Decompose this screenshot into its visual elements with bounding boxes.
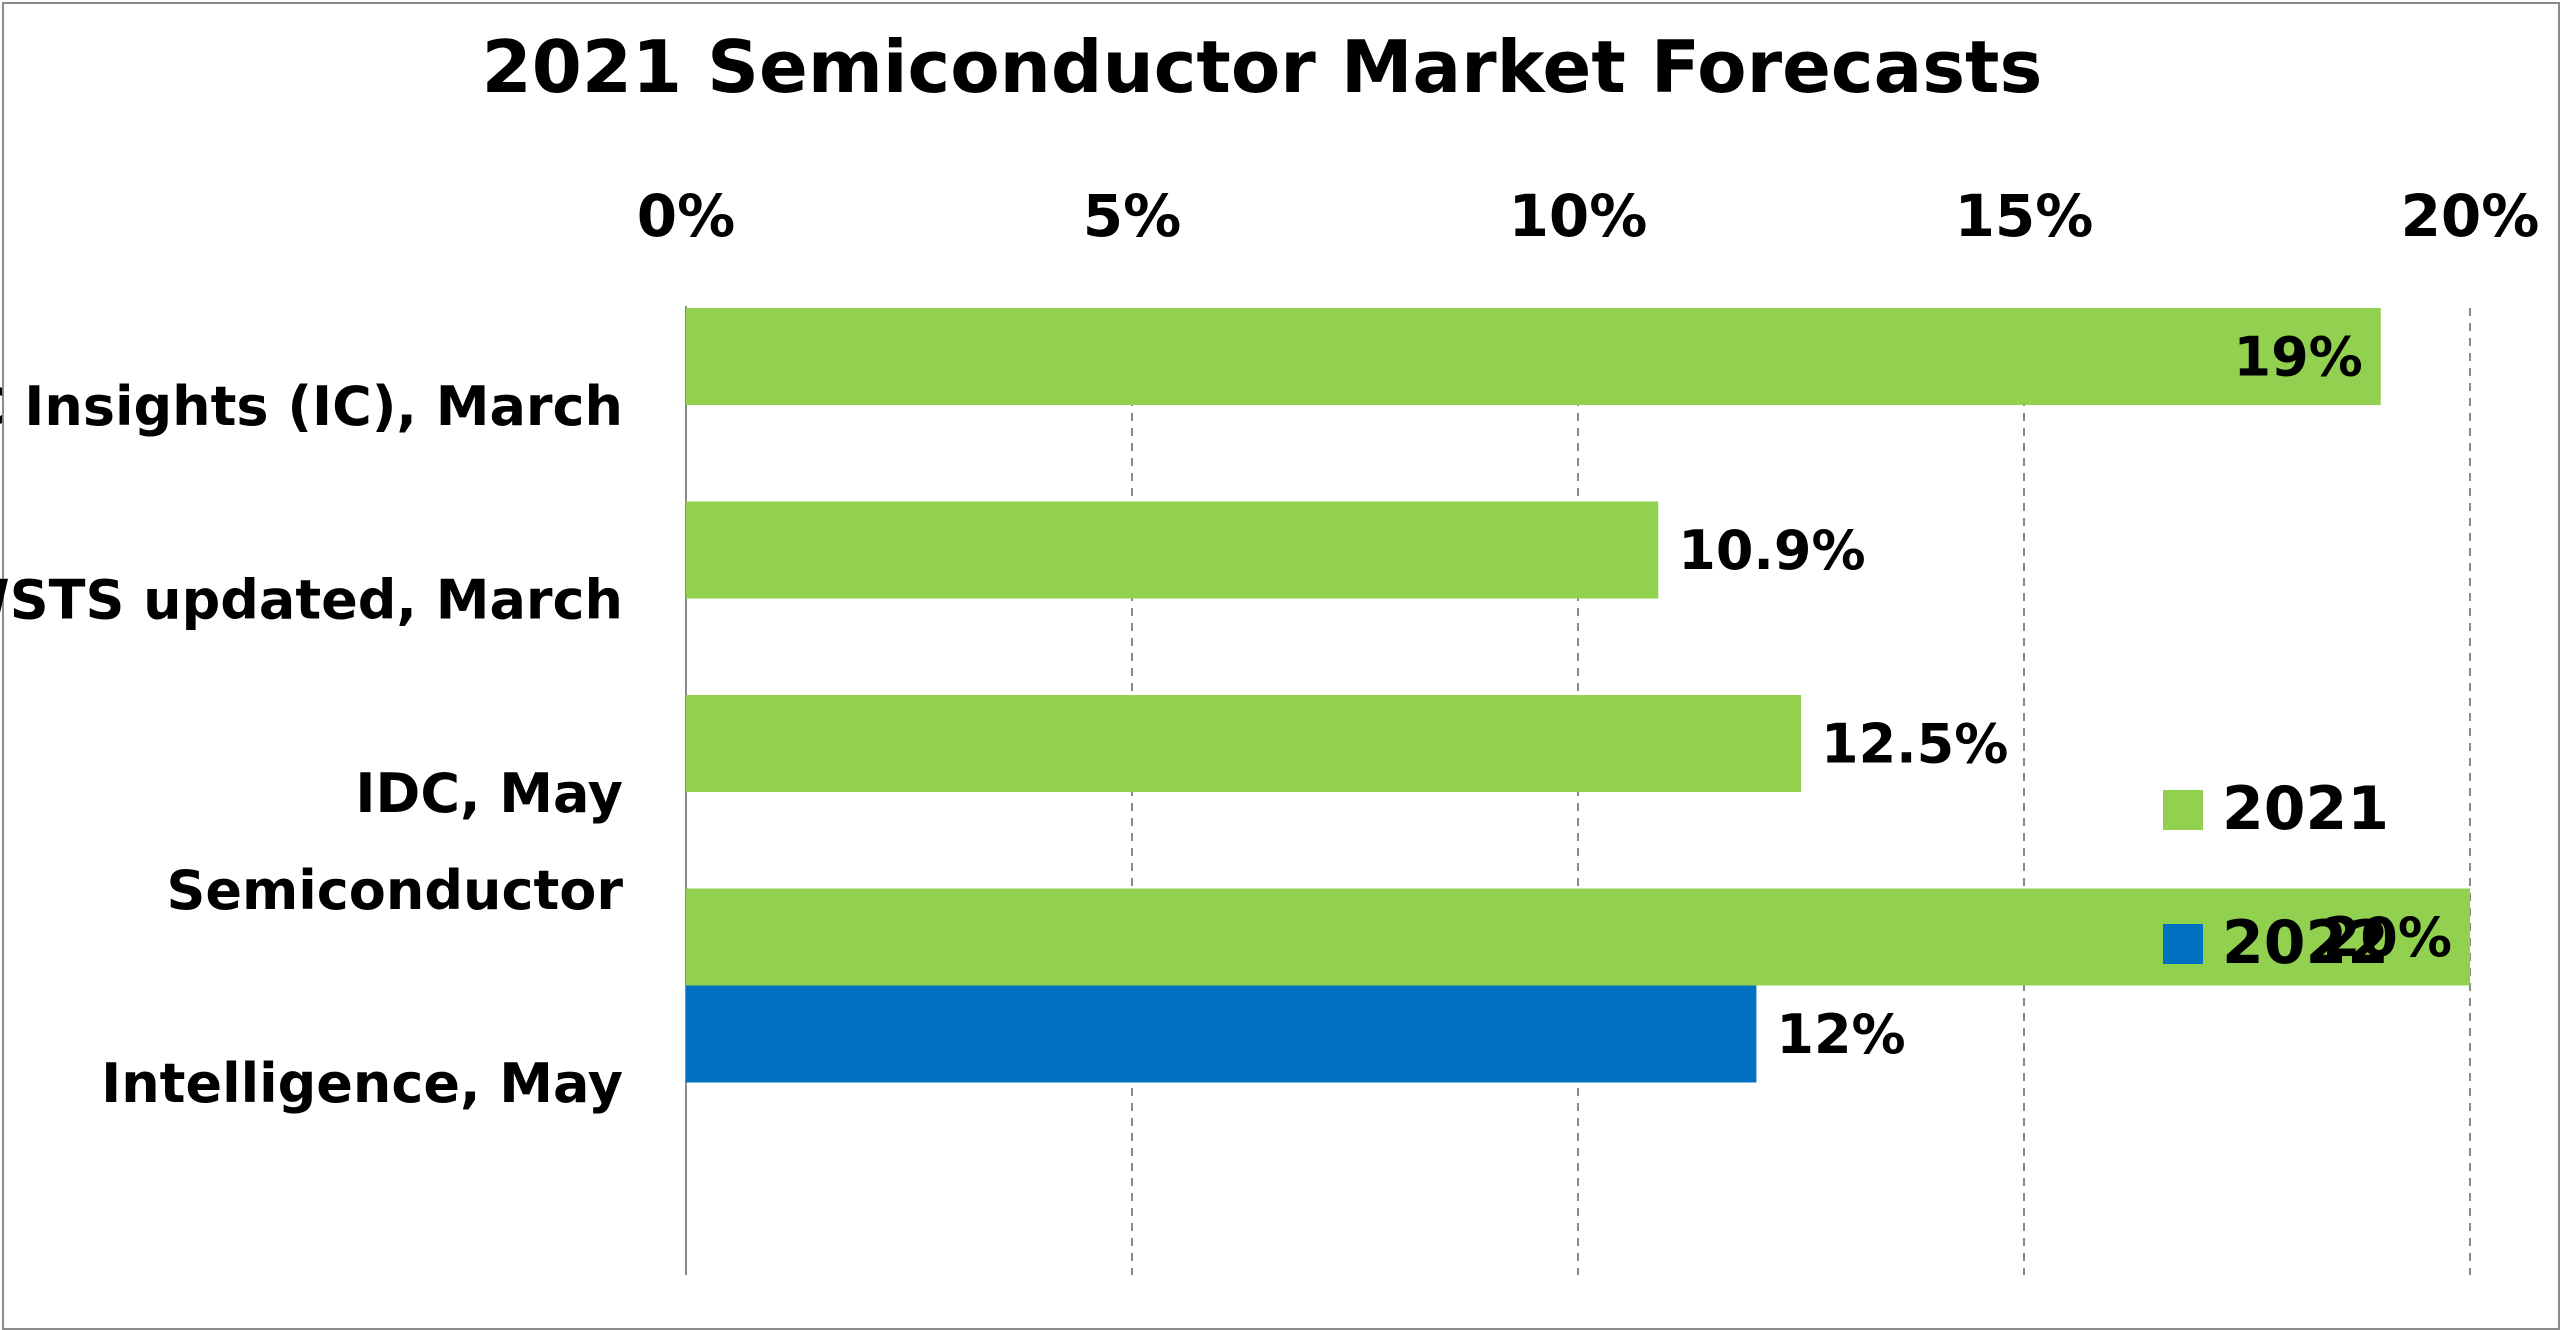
chart-title: 2021 Semiconductor Market Forecasts bbox=[482, 25, 2043, 109]
x-tick-label: 20% bbox=[2401, 182, 2540, 250]
category-label: IDC, May bbox=[355, 762, 623, 825]
x-tick-label: 0% bbox=[637, 182, 735, 250]
data-label: 19% bbox=[2234, 326, 2363, 389]
bar-2021 bbox=[686, 695, 1801, 792]
x-tick-label: 15% bbox=[1955, 182, 2094, 250]
data-label: 12.5% bbox=[1821, 713, 2008, 776]
x-tick-label: 5% bbox=[1083, 182, 1181, 250]
bar-2021 bbox=[686, 501, 1659, 599]
data-label: 12% bbox=[1776, 1003, 1905, 1066]
legend-swatch bbox=[2163, 924, 2203, 964]
category-label: IC Insights (IC), March bbox=[0, 375, 623, 438]
category-label: Semiconductor bbox=[167, 859, 624, 922]
bar-2022 bbox=[686, 985, 1757, 1083]
category-label: Intelligence, May bbox=[101, 1052, 623, 1115]
x-tick-label: 10% bbox=[1509, 182, 1648, 250]
bars: 19% 10.9% 12.5% 20% 12% bbox=[686, 308, 2470, 1083]
x-axis: 0% 5% 10% 15% 20% bbox=[637, 182, 2540, 1275]
category-label: WSTS updated, March bbox=[0, 568, 623, 631]
data-label: 20% bbox=[2323, 906, 2452, 969]
bar-2021 bbox=[686, 308, 2381, 405]
data-label: 10.9% bbox=[1678, 519, 1865, 582]
legend: 2021 2022 bbox=[2163, 774, 2389, 978]
legend-swatch bbox=[2163, 790, 2203, 830]
category-labels: IC Insights (IC), March WSTS updated, Mar… bbox=[0, 375, 623, 1115]
legend-label: 2022 bbox=[2222, 908, 2389, 978]
legend-label: 2021 bbox=[2222, 774, 2389, 844]
